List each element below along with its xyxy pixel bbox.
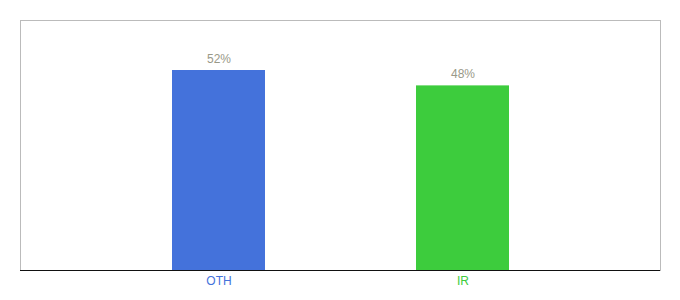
svg-text:48%: 48% bbox=[451, 67, 475, 81]
svg-text:OTH: OTH bbox=[206, 274, 231, 288]
svg-text:IR: IR bbox=[457, 274, 469, 288]
svg-text:52%: 52% bbox=[207, 52, 231, 66]
